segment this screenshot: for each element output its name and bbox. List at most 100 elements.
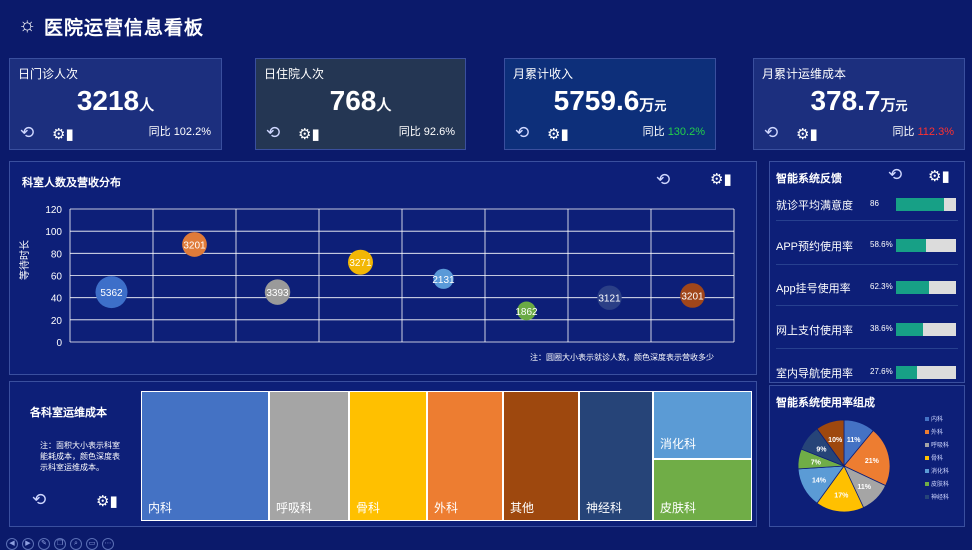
sun-icon: ☼ (18, 14, 37, 36)
bubble-label: 3271 (349, 258, 372, 269)
legend-swatch (925, 443, 929, 448)
header: ☼ 医院运营信息看板 (0, 0, 972, 50)
panel-title: 科室人数及营收分布 (22, 177, 121, 189)
copy-icon[interactable]: ❐ (54, 538, 66, 550)
legend-item: 皮肤科 (925, 479, 949, 488)
legend-label: 呼吸科 (931, 443, 950, 449)
feedback-bar (896, 281, 956, 294)
feedback-label: App挂号使用率 (776, 283, 851, 295)
legend-label: 皮肤科 (931, 482, 950, 488)
treemap-cell[interactable]: 神经科 (579, 391, 653, 521)
kpi-value: 378.7万元 (810, 85, 908, 116)
bubble-label: 3201 (681, 291, 704, 302)
treemap-cell[interactable]: 内科 (141, 391, 269, 521)
feedback-label: APP预约使用率 (776, 241, 854, 253)
legend-item: 消化科 (925, 466, 949, 475)
bubble-label: 3393 (266, 288, 289, 299)
feedback-bar-fill (896, 198, 944, 211)
legend-label: 骨科 (931, 456, 944, 462)
bubble-point[interactable] (264, 279, 291, 305)
legend-item: 外科 (925, 427, 943, 436)
settings-chart-icon[interactable]: ⚙▮ (796, 126, 818, 143)
refresh-icon[interactable]: ⟲ (20, 123, 35, 142)
treemap-cell[interactable]: 外科 (427, 391, 503, 521)
refresh-icon[interactable]: ⟲ (266, 123, 281, 142)
panel-title: 智能系统使用率组成 (776, 397, 875, 409)
pie-slice-label: 7% (811, 460, 822, 467)
bubble-label: 2131 (432, 275, 455, 286)
feedback-value: 58.6% (870, 240, 893, 249)
settings-chart-icon[interactable]: ⚙▮ (547, 126, 569, 143)
settings-chart-icon[interactable]: ⚙▮ (298, 126, 320, 143)
treemap-cell[interactable]: 骨科 (349, 391, 427, 521)
legend-item: 骨科 (925, 453, 943, 462)
pie-slice[interactable] (816, 419, 845, 468)
settings-chart-icon[interactable]: ⚙▮ (928, 168, 950, 185)
treemap-cell[interactable]: 呼吸科 (269, 391, 349, 521)
bubble-label: 3121 (598, 294, 621, 305)
yoy-text: 同比 92.6% (398, 126, 455, 138)
y-tick-label: 80 (51, 249, 63, 260)
feedback-row: 就诊平均满意度 86 (776, 194, 964, 214)
pie-slice-label: 9% (816, 447, 827, 454)
legend-swatch (925, 456, 929, 461)
kpi-value: 768人 (329, 85, 392, 116)
panel-title: 各科室运维成本 (30, 407, 107, 419)
kpi-card-inpatient: 日住院人次 768人 ⟲ ⚙▮ 同比 92.6% (255, 58, 466, 150)
kpi-value: 5759.6万元 (553, 85, 667, 116)
refresh-icon[interactable]: ⟲ (764, 123, 779, 142)
y-tick-label: 20 (51, 316, 63, 327)
kpi-label: 日门诊人次 (18, 67, 79, 81)
divider (776, 264, 958, 265)
divider (776, 348, 958, 349)
feedback-panel: 智能系统反馈 ⟲ ⚙▮ 就诊平均满意度 86 APP预约使用率 58.6% Ap… (769, 161, 965, 383)
kpi-label: 月累计收入 (513, 67, 574, 81)
treemap-cell[interactable]: 消化科 (653, 391, 752, 459)
settings-chart-icon[interactable]: ⚙▮ (96, 493, 118, 510)
y-axis-label: 等待时长 (20, 240, 31, 280)
legend-swatch (925, 482, 929, 487)
y-tick-label: 40 (51, 294, 63, 305)
pen-icon[interactable]: ✎ (38, 538, 50, 550)
legend-label: 神经科 (931, 495, 950, 501)
treemap-cell[interactable]: 皮肤科 (653, 459, 752, 521)
feedback-bar (896, 323, 956, 336)
feedback-row: App挂号使用率 62.3% (776, 277, 964, 297)
kpi-card-cost: 月累计运维成本 378.7万元 ⟲ ⚙▮ 同比 112.3% (753, 58, 965, 150)
bubble-point[interactable] (680, 283, 705, 308)
y-tick-label: 120 (45, 205, 62, 216)
pie-slice[interactable] (843, 429, 891, 487)
refresh-icon[interactable]: ⟲ (888, 165, 903, 184)
refresh-icon[interactable]: ⟲ (515, 123, 530, 142)
kpi-label: 日住院人次 (264, 67, 325, 81)
more-icon[interactable]: ⋯ (102, 538, 114, 550)
bubble-point[interactable] (517, 301, 536, 321)
zoom-icon[interactable]: ⌕ (70, 538, 82, 550)
kpi-label: 月累计运维成本 (762, 67, 847, 81)
bubble-point[interactable] (597, 285, 622, 310)
bubble-point[interactable] (182, 232, 207, 257)
refresh-icon[interactable]: ⟲ (656, 170, 671, 189)
bubble-point[interactable] (433, 268, 454, 289)
next-icon[interactable]: ▶ (22, 538, 34, 550)
feedback-value: 27.6% (870, 367, 893, 376)
prev-icon[interactable]: ◀ (6, 538, 18, 550)
settings-chart-icon[interactable]: ⚙▮ (710, 171, 732, 188)
settings-chart-icon[interactable]: ⚙▮ (52, 126, 74, 143)
y-tick-label: 0 (56, 338, 62, 349)
refresh-icon[interactable]: ⟲ (32, 490, 47, 509)
pie-slice-label: 17% (834, 492, 849, 499)
bubble-point[interactable] (95, 276, 128, 309)
feedback-bar (896, 239, 956, 252)
feedback-label: 就诊平均满意度 (776, 200, 853, 212)
screen-icon[interactable]: ▭ (86, 538, 98, 550)
treemap-cell[interactable]: 其他 (503, 391, 579, 521)
bubble-label: 5362 (100, 288, 123, 299)
legend-label: 消化科 (931, 469, 950, 475)
divider (776, 220, 958, 221)
bubble-point[interactable] (348, 249, 373, 275)
y-tick-label: 60 (51, 272, 63, 283)
legend-label: 外科 (931, 430, 944, 436)
panel-title: 智能系统反馈 (776, 173, 842, 185)
pie-slice[interactable] (816, 465, 865, 513)
